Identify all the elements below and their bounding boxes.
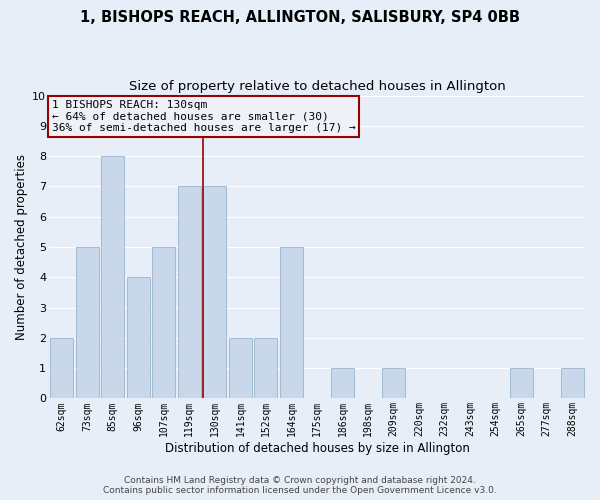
Y-axis label: Number of detached properties: Number of detached properties bbox=[15, 154, 28, 340]
Bar bbox=[331, 368, 354, 398]
Bar bbox=[509, 368, 533, 398]
Bar bbox=[254, 338, 277, 398]
Bar bbox=[203, 186, 226, 398]
Text: 1 BISHOPS REACH: 130sqm
← 64% of detached houses are smaller (30)
36% of semi-de: 1 BISHOPS REACH: 130sqm ← 64% of detache… bbox=[52, 100, 355, 134]
Bar bbox=[229, 338, 252, 398]
Text: Contains HM Land Registry data © Crown copyright and database right 2024.
Contai: Contains HM Land Registry data © Crown c… bbox=[103, 476, 497, 495]
X-axis label: Distribution of detached houses by size in Allington: Distribution of detached houses by size … bbox=[164, 442, 469, 455]
Bar bbox=[101, 156, 124, 398]
Text: 1, BISHOPS REACH, ALLINGTON, SALISBURY, SP4 0BB: 1, BISHOPS REACH, ALLINGTON, SALISBURY, … bbox=[80, 10, 520, 25]
Bar bbox=[152, 247, 175, 398]
Title: Size of property relative to detached houses in Allington: Size of property relative to detached ho… bbox=[128, 80, 505, 93]
Bar bbox=[280, 247, 303, 398]
Bar bbox=[178, 186, 201, 398]
Bar bbox=[50, 338, 73, 398]
Bar bbox=[561, 368, 584, 398]
Bar bbox=[127, 278, 150, 398]
Bar bbox=[76, 247, 99, 398]
Bar bbox=[382, 368, 405, 398]
